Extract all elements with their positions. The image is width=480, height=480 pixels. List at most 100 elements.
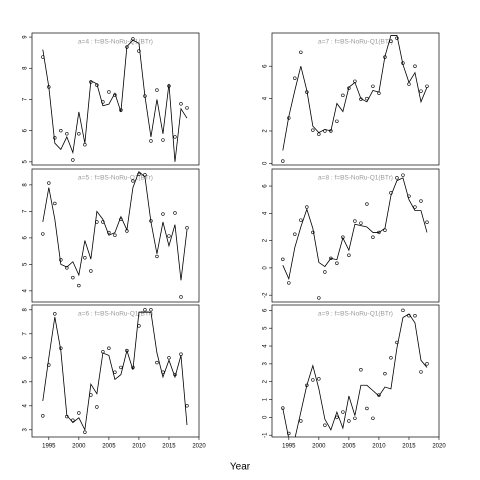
data-point bbox=[83, 256, 87, 260]
y-tick-label: 6 bbox=[23, 236, 29, 240]
data-point bbox=[389, 356, 393, 360]
data-point bbox=[335, 261, 339, 265]
y-tick-label: 4 bbox=[23, 289, 29, 293]
data-point bbox=[71, 275, 75, 280]
data-point bbox=[161, 138, 165, 142]
data-point bbox=[413, 314, 417, 318]
data-point bbox=[311, 230, 315, 235]
x-tick-label: 1995 bbox=[42, 444, 56, 450]
data-point bbox=[281, 159, 285, 163]
data-point bbox=[347, 253, 351, 257]
y-tick-label: 9 bbox=[23, 35, 29, 39]
x-tick-label: 2015 bbox=[402, 444, 416, 450]
data-point bbox=[41, 414, 45, 418]
data-point bbox=[311, 378, 315, 382]
data-point bbox=[347, 419, 351, 423]
y-tick-label: 3 bbox=[263, 362, 269, 366]
plot-area bbox=[281, 173, 429, 300]
data-point bbox=[401, 173, 405, 177]
panel-frame bbox=[31, 168, 200, 303]
x-tick-label: 2015 bbox=[162, 444, 176, 450]
y-tick-label: 5 bbox=[23, 379, 29, 383]
data-point bbox=[341, 93, 345, 98]
x-tick-label: 2005 bbox=[342, 444, 356, 450]
y-tick-label: 8 bbox=[23, 307, 29, 311]
data-point bbox=[353, 219, 357, 223]
y-tick-label: 7 bbox=[23, 209, 29, 213]
data-point bbox=[149, 139, 153, 143]
panel-title: a=7 : f=BS-NoRu-Q1(BTr) bbox=[318, 39, 393, 46]
data-point bbox=[155, 254, 159, 259]
data-point bbox=[173, 135, 177, 139]
y-tick-label: 2 bbox=[263, 379, 269, 383]
data-point bbox=[173, 211, 177, 215]
y-tick-label: 2 bbox=[263, 129, 269, 133]
plot-area bbox=[281, 35, 429, 163]
panel-title: a=4 : f=BS-NoRu-Q1(BTr) bbox=[78, 39, 153, 46]
x-tick-label: 1995 bbox=[282, 444, 296, 450]
data-point bbox=[179, 295, 183, 299]
data-point bbox=[413, 64, 417, 68]
y-tick-label: 1 bbox=[263, 397, 269, 401]
data-point bbox=[293, 76, 297, 80]
x-tick-label: 2020 bbox=[432, 444, 446, 450]
data-point bbox=[59, 258, 63, 262]
data-point bbox=[323, 270, 327, 274]
data-point bbox=[413, 205, 417, 209]
y-tick-label: 4 bbox=[263, 344, 269, 348]
data-point bbox=[317, 377, 321, 381]
data-point bbox=[365, 406, 369, 411]
data-point bbox=[425, 220, 429, 224]
data-point bbox=[185, 226, 189, 230]
data-point bbox=[335, 119, 339, 123]
fit-line bbox=[42, 170, 188, 281]
data-point bbox=[419, 89, 423, 93]
data-point bbox=[131, 179, 135, 183]
plot-area bbox=[41, 308, 189, 434]
panel-frame bbox=[31, 32, 200, 166]
data-point bbox=[323, 423, 327, 427]
y-tick-label: 8 bbox=[23, 183, 29, 187]
plot-area bbox=[41, 170, 189, 299]
data-point bbox=[185, 106, 189, 110]
data-point bbox=[77, 132, 81, 136]
data-point bbox=[281, 257, 285, 262]
data-point bbox=[419, 370, 423, 374]
data-point bbox=[59, 128, 63, 133]
panel: a=6 : f=BS-NoRu-Q1(BTr) 3 4 5 6 7 8 1995 2000 200… bbox=[23, 304, 206, 450]
fit-line bbox=[282, 35, 428, 151]
data-point bbox=[341, 410, 345, 414]
data-point bbox=[179, 102, 183, 106]
data-point bbox=[77, 283, 81, 288]
panel: a=7 : f=BS-NoRu-Q1(BTr) 0 2 4 6 bbox=[263, 32, 440, 166]
plot-area bbox=[41, 37, 189, 162]
data-point bbox=[155, 360, 159, 365]
data-point bbox=[167, 234, 171, 238]
y-tick-label: 6 bbox=[263, 308, 269, 312]
data-point bbox=[53, 312, 57, 316]
data-point bbox=[95, 405, 99, 409]
data-point bbox=[155, 88, 159, 92]
data-point bbox=[107, 346, 111, 350]
x-tick-label: 2005 bbox=[102, 444, 116, 450]
panel-frame bbox=[271, 32, 440, 166]
data-point bbox=[161, 212, 165, 216]
data-point bbox=[83, 143, 87, 147]
panel-frame bbox=[271, 304, 440, 438]
panel-title: a=8 : f=BS-NoRu-Q1(BTr) bbox=[318, 175, 393, 182]
data-point bbox=[359, 221, 363, 225]
x-tick-label: 2010 bbox=[372, 444, 386, 450]
data-point bbox=[83, 430, 87, 434]
panel-title: a=9 : f=BS-NoRu-Q1(BTr) bbox=[318, 311, 393, 318]
y-tick-label: 4 bbox=[263, 211, 269, 215]
data-point bbox=[383, 371, 387, 376]
data-point bbox=[287, 281, 291, 285]
data-point bbox=[71, 158, 75, 162]
data-point bbox=[113, 233, 117, 237]
x-tick-label: 2020 bbox=[192, 444, 206, 450]
data-point bbox=[53, 136, 57, 140]
data-point bbox=[419, 199, 423, 203]
data-point bbox=[149, 308, 153, 312]
